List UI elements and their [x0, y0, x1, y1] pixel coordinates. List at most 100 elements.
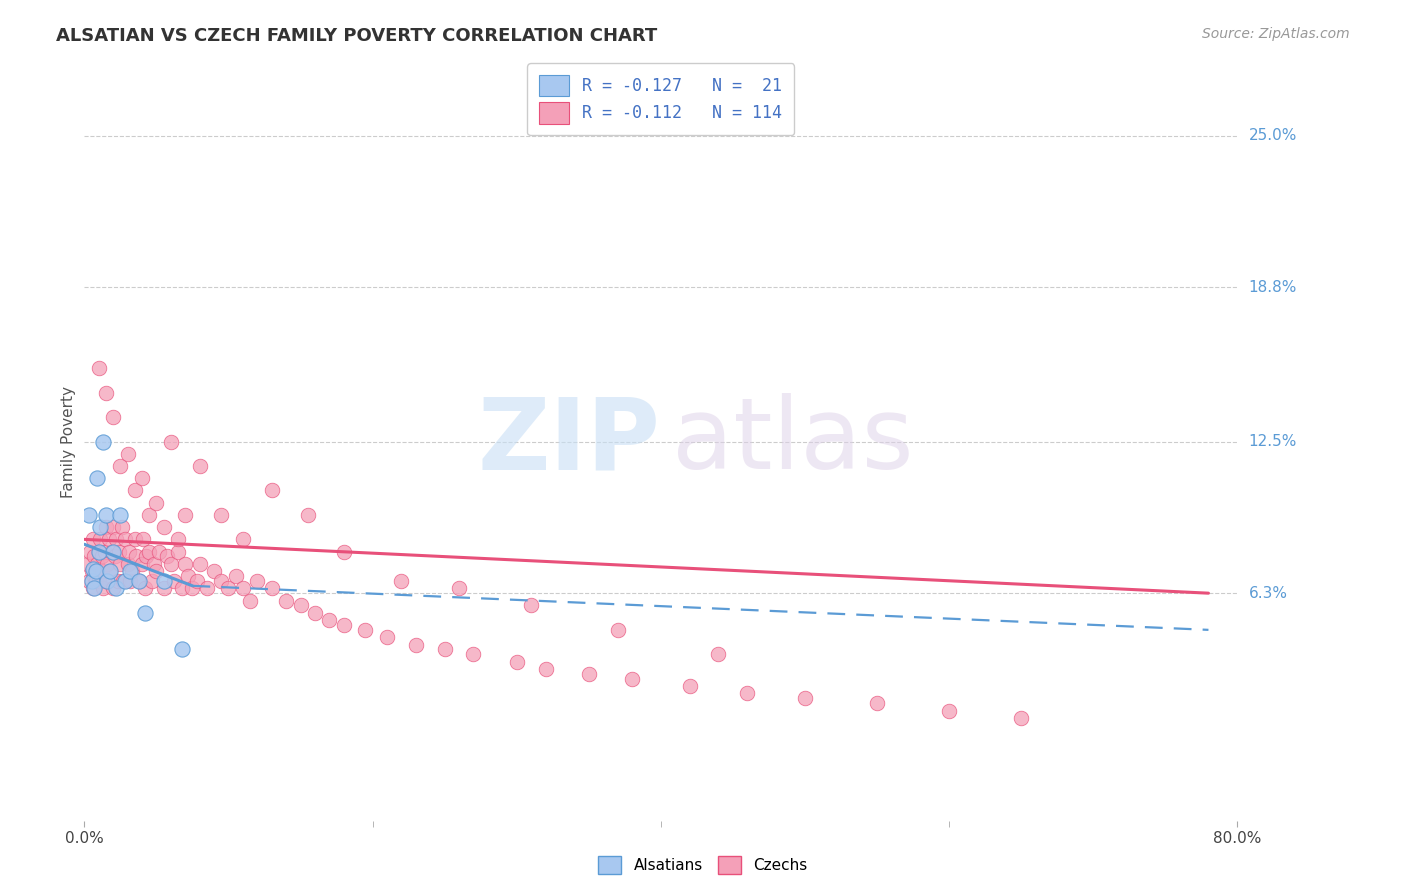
- Point: [239, 593, 262, 607]
- Point: [145, 496, 167, 510]
- Point: [98, 564, 121, 578]
- Point: [76, 557, 98, 571]
- Point: [103, 544, 124, 558]
- Point: [110, 458, 132, 473]
- Text: 6.3%: 6.3%: [1249, 586, 1288, 600]
- Point: [160, 434, 183, 449]
- Point: [232, 582, 254, 596]
- Point: [112, 574, 135, 588]
- Point: [141, 574, 163, 588]
- Point: [707, 648, 730, 662]
- Point: [152, 520, 174, 534]
- Point: [84, 564, 107, 578]
- Point: [794, 691, 817, 706]
- Point: [110, 557, 132, 571]
- Point: [186, 574, 208, 588]
- Point: [333, 618, 356, 632]
- Point: [84, 564, 107, 578]
- Point: [181, 582, 204, 596]
- Point: [120, 564, 142, 578]
- Point: [94, 508, 117, 522]
- Point: [128, 574, 150, 588]
- Point: [134, 606, 156, 620]
- Point: [167, 533, 190, 547]
- Point: [506, 655, 529, 669]
- Point: [866, 696, 889, 710]
- Point: [621, 672, 644, 686]
- Point: [174, 508, 197, 522]
- Point: [405, 638, 427, 652]
- Point: [290, 599, 312, 613]
- Point: [89, 533, 111, 547]
- Point: [83, 582, 105, 596]
- Point: [679, 679, 702, 693]
- Point: [260, 483, 283, 498]
- Point: [188, 458, 211, 473]
- Text: 25.0%: 25.0%: [1249, 128, 1296, 144]
- Point: [77, 574, 100, 588]
- Point: [188, 557, 211, 571]
- Text: ZIP: ZIP: [478, 393, 661, 490]
- Text: Source: ZipAtlas.com: Source: ZipAtlas.com: [1202, 27, 1350, 41]
- Point: [111, 520, 134, 534]
- Point: [96, 557, 118, 571]
- Point: [124, 533, 146, 547]
- Point: [90, 564, 112, 578]
- Point: [304, 606, 326, 620]
- Point: [148, 544, 170, 558]
- Point: [77, 508, 100, 522]
- Point: [167, 544, 190, 558]
- Point: [1010, 711, 1032, 725]
- Point: [142, 557, 165, 571]
- Point: [152, 574, 174, 588]
- Point: [90, 549, 112, 564]
- Point: [94, 574, 117, 588]
- Point: [117, 557, 139, 571]
- Text: ALSATIAN VS CZECH FAMILY POVERTY CORRELATION CHART: ALSATIAN VS CZECH FAMILY POVERTY CORRELA…: [56, 27, 658, 45]
- Point: [232, 533, 254, 547]
- Point: [80, 574, 103, 588]
- Point: [134, 582, 156, 596]
- Point: [118, 544, 141, 558]
- Point: [163, 574, 186, 588]
- Point: [100, 544, 122, 558]
- Point: [938, 704, 960, 718]
- Point: [80, 564, 103, 578]
- Point: [131, 471, 153, 485]
- Point: [105, 582, 128, 596]
- Point: [84, 574, 107, 588]
- Legend: Alsatians, Czechs: Alsatians, Czechs: [592, 850, 814, 880]
- Point: [145, 564, 167, 578]
- Point: [433, 642, 456, 657]
- Point: [87, 544, 110, 558]
- Point: [91, 434, 114, 449]
- Point: [82, 582, 104, 596]
- Point: [177, 569, 200, 583]
- Point: [120, 574, 142, 588]
- Legend: R = -0.127   N =  21, R = -0.112   N = 114: R = -0.127 N = 21, R = -0.112 N = 114: [527, 63, 794, 136]
- Point: [121, 564, 143, 578]
- Text: 12.5%: 12.5%: [1249, 434, 1296, 449]
- Point: [606, 623, 628, 637]
- Point: [737, 686, 759, 700]
- Point: [97, 533, 120, 547]
- Point: [225, 569, 247, 583]
- Point: [103, 520, 124, 534]
- Point: [108, 544, 131, 558]
- Point: [107, 574, 129, 588]
- Point: [131, 557, 153, 571]
- Point: [91, 582, 114, 596]
- Point: [82, 562, 104, 576]
- Point: [104, 549, 127, 564]
- Point: [174, 557, 197, 571]
- Point: [128, 574, 150, 588]
- Point: [86, 471, 108, 485]
- Point: [520, 599, 543, 613]
- Point: [114, 533, 136, 547]
- Point: [155, 549, 177, 564]
- Point: [463, 648, 485, 662]
- Point: [138, 508, 160, 522]
- Point: [297, 508, 319, 522]
- Point: [117, 447, 139, 461]
- Point: [89, 520, 111, 534]
